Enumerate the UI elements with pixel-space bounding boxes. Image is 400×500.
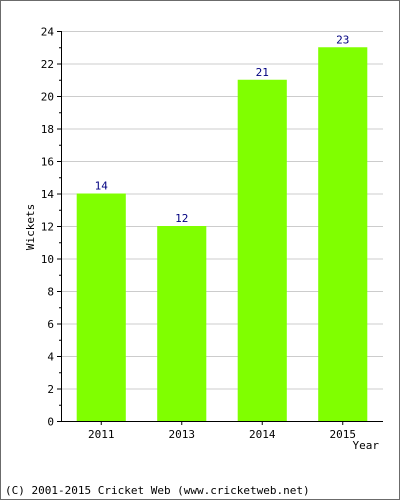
y-axis-title: Wickets bbox=[24, 204, 37, 250]
y-tick-label: 2 bbox=[47, 383, 54, 396]
bar-2014 bbox=[237, 79, 287, 421]
x-tick-label-2014: 2014 bbox=[249, 428, 276, 441]
y-tick-label: 16 bbox=[41, 156, 54, 169]
value-label-2011: 14 bbox=[95, 180, 109, 193]
x-tick-label-2013: 2013 bbox=[169, 428, 196, 441]
y-tick-label: 4 bbox=[47, 351, 54, 364]
y-tick-label: 6 bbox=[47, 318, 54, 331]
y-tick-label: 0 bbox=[47, 416, 54, 429]
value-label-2013: 12 bbox=[175, 212, 188, 225]
copyright-footer: (C) 2001-2015 Cricket Web (www.cricketwe… bbox=[5, 484, 310, 497]
bar-2015 bbox=[318, 47, 368, 421]
y-tick-label: 12 bbox=[41, 221, 54, 234]
value-label-2014: 21 bbox=[256, 66, 269, 79]
y-tick-label: 22 bbox=[41, 58, 54, 71]
bars bbox=[76, 47, 368, 421]
value-labels: 14 12 21 23 bbox=[95, 33, 350, 225]
y-tick-label: 8 bbox=[47, 286, 54, 299]
value-label-2015: 23 bbox=[336, 33, 349, 46]
bar-2011 bbox=[76, 193, 126, 421]
y-tick-label: 20 bbox=[41, 91, 54, 104]
axes bbox=[61, 31, 383, 422]
x-axis-title: Year bbox=[353, 439, 380, 452]
y-tick-label: 14 bbox=[41, 188, 55, 201]
y-tick-label: 18 bbox=[41, 123, 54, 136]
x-tick-label-2015: 2015 bbox=[330, 428, 357, 441]
bar-2013 bbox=[157, 226, 207, 421]
x-tick-label-2011: 2011 bbox=[88, 428, 115, 441]
y-tick-label: 24 bbox=[41, 26, 55, 39]
y-tick-label: 10 bbox=[41, 253, 54, 266]
